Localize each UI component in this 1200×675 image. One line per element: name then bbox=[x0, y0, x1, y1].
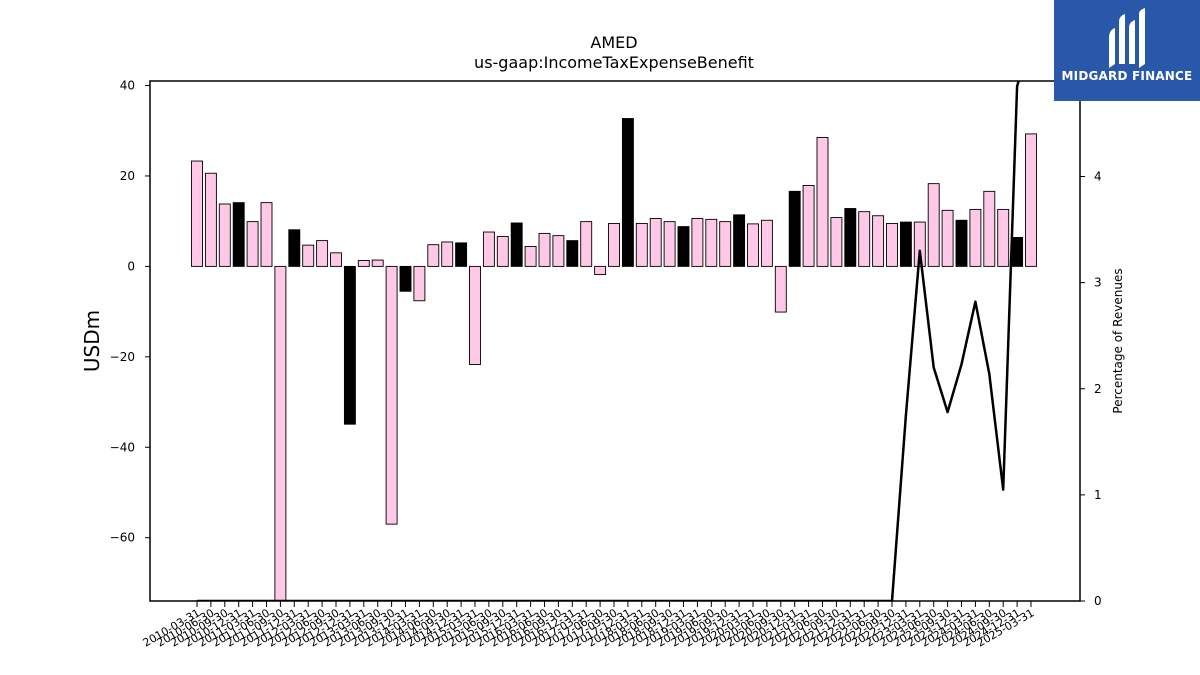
bar bbox=[788, 190, 801, 267]
bar bbox=[913, 221, 926, 267]
bars bbox=[191, 118, 1037, 602]
midgard-logo-icon bbox=[1109, 8, 1145, 68]
y-right-tick-label: 2 bbox=[1094, 382, 1102, 396]
bar bbox=[872, 215, 885, 267]
bar bbox=[760, 219, 773, 267]
x-axis: 2010-03-312010-06-302010-09-302010-12-31… bbox=[141, 601, 1037, 650]
y-tick-label: −40 bbox=[110, 440, 135, 454]
y-tick-label: −60 bbox=[110, 531, 135, 545]
bar bbox=[441, 241, 454, 267]
bar bbox=[482, 231, 495, 267]
bar bbox=[538, 232, 551, 267]
chart-title: AMED bbox=[590, 33, 637, 52]
bar bbox=[343, 265, 356, 425]
chart-subtitle: us-gaap:IncomeTaxExpenseBenefit bbox=[474, 53, 754, 72]
bar bbox=[566, 240, 579, 267]
y-right-tick-label: 4 bbox=[1094, 170, 1102, 184]
bar bbox=[204, 172, 217, 267]
bar bbox=[580, 221, 593, 267]
bar bbox=[455, 242, 468, 267]
bar bbox=[830, 217, 843, 267]
y-tick-label: −20 bbox=[110, 350, 135, 364]
bar bbox=[621, 118, 634, 267]
bar bbox=[260, 202, 273, 267]
bar bbox=[469, 265, 481, 365]
bar bbox=[274, 265, 287, 602]
bar bbox=[747, 223, 759, 267]
bar bbox=[663, 221, 676, 267]
bar bbox=[691, 218, 704, 267]
bar bbox=[1025, 133, 1037, 267]
bar bbox=[232, 202, 245, 267]
bar bbox=[983, 190, 996, 267]
bar bbox=[649, 218, 662, 267]
bar bbox=[552, 235, 565, 267]
plot-frame bbox=[149, 80, 1081, 602]
bar bbox=[635, 222, 648, 267]
bar bbox=[816, 137, 829, 267]
bar bbox=[427, 244, 440, 267]
midgard-finance-logo: MIDGARD FINANCE bbox=[1054, 0, 1200, 101]
bar bbox=[969, 208, 982, 267]
bar bbox=[927, 183, 940, 267]
bar bbox=[413, 265, 426, 302]
bar bbox=[608, 222, 620, 267]
bar bbox=[510, 222, 523, 267]
bar bbox=[316, 240, 329, 267]
y-right-tick-label: 3 bbox=[1094, 276, 1102, 290]
bar bbox=[218, 203, 231, 267]
bar bbox=[246, 221, 259, 267]
y-right-tick-label: 0 bbox=[1094, 594, 1102, 608]
bar bbox=[733, 214, 746, 267]
y-right-tick-label: 1 bbox=[1094, 488, 1102, 502]
bar bbox=[719, 221, 732, 267]
y-axis-label-right: Percentage of Revenues bbox=[1111, 268, 1125, 413]
right-axis: 0 1 2 3 4 bbox=[1080, 170, 1102, 608]
bar bbox=[997, 208, 1010, 267]
y-tick-label: 40 bbox=[120, 79, 135, 93]
bar bbox=[802, 185, 815, 267]
left-axis: 40 20 0 −20 −40 −60 bbox=[110, 79, 150, 545]
percentage-of-revenues-line bbox=[197, 81, 1020, 601]
bar bbox=[594, 265, 607, 275]
bar bbox=[330, 252, 342, 267]
y-tick-label: 0 bbox=[127, 259, 135, 273]
y-tick-label: 20 bbox=[120, 169, 135, 183]
bar bbox=[496, 236, 509, 267]
bar bbox=[399, 265, 412, 292]
bar bbox=[844, 208, 857, 267]
bar bbox=[371, 259, 384, 267]
bar bbox=[705, 218, 718, 267]
bar bbox=[677, 226, 690, 267]
bar bbox=[858, 211, 871, 267]
bar bbox=[524, 246, 537, 267]
bar bbox=[1011, 237, 1024, 267]
bar bbox=[191, 160, 203, 267]
bar bbox=[385, 265, 398, 525]
percentage-line-layer bbox=[197, 81, 1020, 601]
bar bbox=[899, 221, 912, 267]
bar bbox=[288, 229, 301, 267]
y-axis-label: USDm bbox=[80, 310, 104, 372]
bar bbox=[955, 219, 968, 267]
bar bbox=[886, 222, 898, 267]
bar bbox=[774, 265, 787, 313]
bar bbox=[941, 209, 954, 267]
bar bbox=[302, 244, 315, 267]
bar bbox=[357, 260, 370, 267]
logo-text: MIDGARD FINANCE bbox=[1061, 69, 1193, 83]
